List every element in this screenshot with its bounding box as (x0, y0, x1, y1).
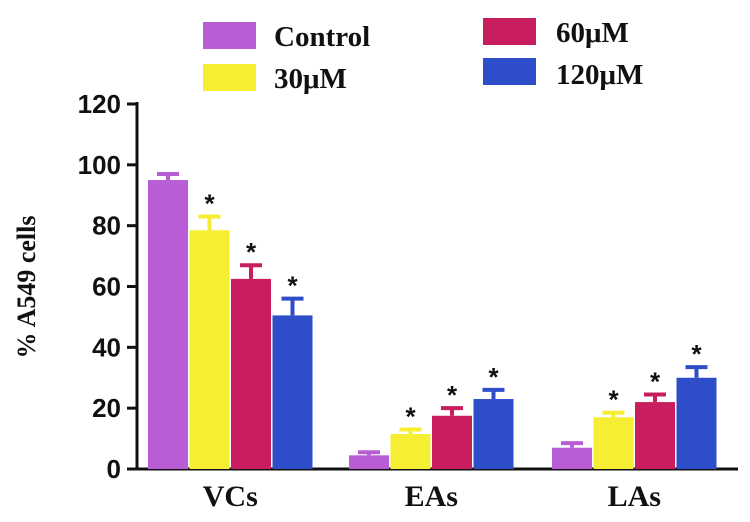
bar-eas-1 (390, 434, 431, 469)
significance-star: * (691, 339, 702, 369)
legend-swatch-120um (483, 58, 536, 85)
significance-star: * (650, 366, 661, 396)
y-tick-label: 60 (92, 272, 121, 302)
bar-vcs-2 (231, 278, 271, 469)
significance-star: * (447, 380, 458, 410)
bar-vcs-1 (189, 230, 230, 469)
bar-vcs-0 (148, 180, 188, 469)
legend-label-120um: 120μM (556, 59, 643, 91)
bar-vcs-3 (272, 315, 313, 469)
x-category-label: EAs (405, 480, 458, 513)
x-category-label: VCs (203, 480, 258, 513)
significance-star: * (405, 401, 416, 431)
significance-star: * (608, 385, 619, 415)
bar-eas-3 (473, 399, 514, 469)
significance-star: * (287, 271, 298, 301)
y-tick-label: 100 (78, 150, 121, 180)
bar-eas-0 (349, 455, 389, 469)
bar-eas-2 (432, 415, 472, 469)
y-axis-title: % A549 cells (12, 216, 41, 359)
y-tick-label: 80 (92, 211, 121, 241)
x-category-label: LAs (608, 480, 661, 513)
significance-star: * (488, 362, 499, 392)
y-tick-label: 120 (78, 89, 121, 119)
significance-star: * (204, 189, 215, 219)
legend: Control 30μM 60μM 120μM (203, 17, 643, 95)
legend-swatch-60um (483, 18, 536, 45)
y-tick-label: 40 (92, 332, 121, 362)
axes: 0 20 40 60 80 100 120 VCs EAs LAs (78, 89, 738, 513)
bar-las-0 (552, 447, 592, 469)
legend-label-control: Control (274, 21, 370, 53)
bar-las-1 (593, 417, 634, 469)
legend-label-60um: 60μM (556, 17, 629, 49)
bar-las-3 (676, 377, 717, 469)
significance-star: * (246, 237, 257, 267)
legend-swatch-30um (203, 64, 256, 91)
bars: * * * * * * * * * (148, 171, 717, 469)
legend-swatch-control (203, 22, 256, 49)
bar-las-2 (635, 402, 675, 469)
y-tick-label: 20 (92, 393, 121, 423)
y-tick-label: 0 (107, 454, 121, 484)
legend-label-30um: 30μM (274, 63, 347, 95)
